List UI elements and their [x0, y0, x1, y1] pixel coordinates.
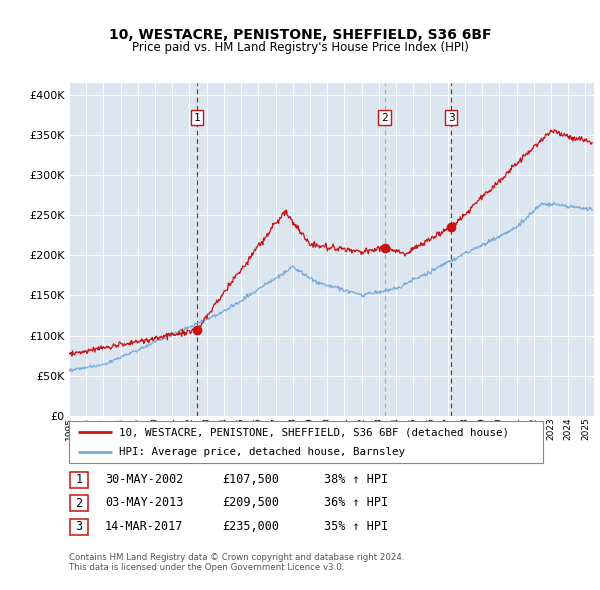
FancyBboxPatch shape	[69, 421, 543, 463]
Text: 10, WESTACRE, PENISTONE, SHEFFIELD, S36 6BF (detached house): 10, WESTACRE, PENISTONE, SHEFFIELD, S36 …	[119, 427, 509, 437]
Text: 36% ↑ HPI: 36% ↑ HPI	[324, 496, 388, 509]
FancyBboxPatch shape	[70, 496, 88, 511]
Text: 38% ↑ HPI: 38% ↑ HPI	[324, 473, 388, 486]
Text: 3: 3	[76, 520, 82, 533]
Text: Price paid vs. HM Land Registry's House Price Index (HPI): Price paid vs. HM Land Registry's House …	[131, 41, 469, 54]
Text: 14-MAR-2017: 14-MAR-2017	[105, 520, 184, 533]
Text: HPI: Average price, detached house, Barnsley: HPI: Average price, detached house, Barn…	[119, 447, 405, 457]
Text: 35% ↑ HPI: 35% ↑ HPI	[324, 520, 388, 533]
Text: 10, WESTACRE, PENISTONE, SHEFFIELD, S36 6BF: 10, WESTACRE, PENISTONE, SHEFFIELD, S36 …	[109, 28, 491, 42]
Text: 1: 1	[193, 113, 200, 123]
Text: 1: 1	[76, 473, 82, 486]
Text: 2: 2	[76, 497, 82, 510]
Text: 30-MAY-2002: 30-MAY-2002	[105, 473, 184, 486]
FancyBboxPatch shape	[70, 519, 88, 535]
Text: £107,500: £107,500	[222, 473, 279, 486]
FancyBboxPatch shape	[70, 472, 88, 487]
Text: 2: 2	[381, 113, 388, 123]
Text: This data is licensed under the Open Government Licence v3.0.: This data is licensed under the Open Gov…	[69, 563, 344, 572]
Text: 3: 3	[448, 113, 455, 123]
Text: £235,000: £235,000	[222, 520, 279, 533]
Text: £209,500: £209,500	[222, 496, 279, 509]
Text: Contains HM Land Registry data © Crown copyright and database right 2024.: Contains HM Land Registry data © Crown c…	[69, 553, 404, 562]
Text: 03-MAY-2013: 03-MAY-2013	[105, 496, 184, 509]
